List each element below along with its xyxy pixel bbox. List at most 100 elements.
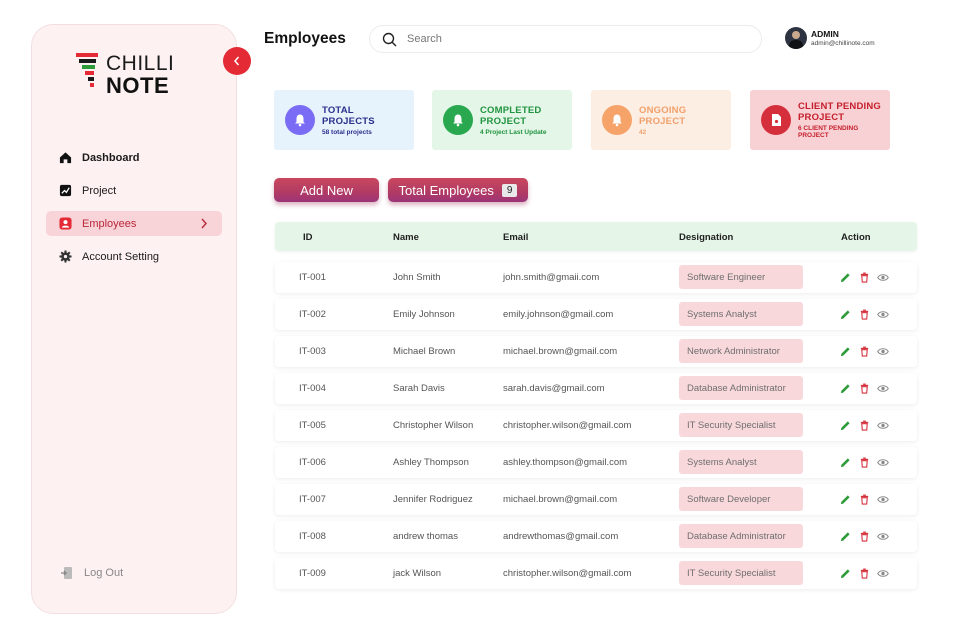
cell-name: andrew thomas bbox=[393, 531, 458, 542]
card-title-line2: PROJECTS bbox=[322, 115, 375, 127]
designation-badge: IT Security Specialist bbox=[679, 561, 803, 585]
edit-icon[interactable] bbox=[839, 345, 851, 357]
brand-line2: NOTE bbox=[106, 73, 170, 98]
designation-badge: Systems Analyst bbox=[679, 302, 803, 326]
delete-icon[interactable] bbox=[858, 382, 870, 394]
table-row[interactable]: IT-006 Ashley Thompson ashley.thompson@gma… bbox=[275, 447, 917, 478]
table-row[interactable]: IT-007 Jennifer Rodriguez michael.brown@gm… bbox=[275, 484, 917, 515]
add-new-button[interactable]: Add New bbox=[274, 178, 379, 202]
collapse-sidebar-button[interactable] bbox=[223, 47, 251, 75]
view-icon[interactable] bbox=[877, 530, 889, 542]
column-header-name: Name bbox=[393, 232, 419, 243]
avatar[interactable] bbox=[785, 27, 807, 49]
sidebar-item-label: Employees bbox=[82, 217, 137, 230]
brand-logo[interactable]: CHILLI NOTE bbox=[76, 53, 186, 99]
cell-id: IT-008 bbox=[299, 531, 326, 542]
row-actions bbox=[839, 493, 896, 505]
sidebar-item-project[interactable]: Project bbox=[46, 178, 222, 203]
row-actions bbox=[839, 567, 896, 579]
delete-icon[interactable] bbox=[858, 493, 870, 505]
sidebar-item-employees[interactable]: Employees bbox=[46, 211, 222, 236]
logo-mark-icon bbox=[76, 53, 98, 87]
card-subtitle: 42 bbox=[639, 128, 647, 136]
stat-card[interactable]: COMPLETED PROJECT 4 Project Last Update bbox=[432, 90, 572, 150]
designation-badge: Software Developer bbox=[679, 487, 803, 511]
stat-card[interactable]: CLIENT PENDING PROJECT 6 CLIENT PENDING PR… bbox=[750, 90, 890, 150]
cell-id: IT-007 bbox=[299, 494, 326, 505]
card-subtitle: 58 total projects bbox=[322, 128, 372, 136]
cell-id: IT-002 bbox=[299, 309, 326, 320]
table-row[interactable]: IT-001 John Smith john.smith@gmaii.com Soft… bbox=[275, 262, 917, 293]
search-bar[interactable] bbox=[369, 25, 762, 53]
view-icon[interactable] bbox=[877, 382, 889, 394]
cell-id: IT-006 bbox=[299, 457, 326, 468]
edit-icon[interactable] bbox=[839, 567, 851, 579]
user-profile[interactable]: ADMIN admin@chillinote.com bbox=[785, 27, 875, 49]
total-employees-count: 9 bbox=[501, 183, 518, 197]
delete-icon[interactable] bbox=[858, 530, 870, 542]
stat-card[interactable]: TOTAL PROJECTS 58 total projects bbox=[274, 90, 414, 150]
delete-icon[interactable] bbox=[858, 419, 870, 431]
delete-icon[interactable] bbox=[858, 308, 870, 320]
logout-button[interactable]: Log Out bbox=[60, 566, 123, 580]
table-row[interactable]: IT-008 andrew thomas andrewthomas@gmail.co… bbox=[275, 521, 917, 552]
table-header: ID Name Email Designation Action bbox=[275, 222, 917, 251]
bell-icon bbox=[285, 105, 315, 135]
delete-icon[interactable] bbox=[858, 271, 870, 283]
column-header-email: Email bbox=[503, 232, 529, 243]
cell-name: jack Wilson bbox=[393, 568, 442, 579]
cell-email: christopher.wilson@gmail.com bbox=[503, 420, 632, 431]
column-header-action: Action bbox=[841, 232, 871, 243]
cell-email: andrewthomas@gmail.com bbox=[503, 531, 619, 542]
view-icon[interactable] bbox=[877, 493, 889, 505]
delete-icon[interactable] bbox=[858, 345, 870, 357]
sidebar: CHILLI NOTE Dashboard Project Employees bbox=[31, 24, 237, 614]
search-input[interactable] bbox=[407, 33, 727, 45]
card-title-line2: PROJECT bbox=[798, 112, 845, 123]
chevron-right-icon bbox=[200, 218, 208, 232]
view-icon[interactable] bbox=[877, 419, 889, 431]
cell-email: michael.brown@gmail.com bbox=[503, 346, 618, 357]
edit-icon[interactable] bbox=[839, 382, 851, 394]
table-row[interactable]: IT-009 jack Wilson christopher.wilson@gmai… bbox=[275, 558, 917, 589]
sidebar-item-account-setting[interactable]: Account Setting bbox=[46, 244, 222, 269]
column-header-designation: Designation bbox=[679, 232, 734, 243]
view-icon[interactable] bbox=[877, 567, 889, 579]
search-icon bbox=[382, 32, 397, 46]
delete-icon[interactable] bbox=[858, 456, 870, 468]
sidebar-item-label: Dashboard bbox=[82, 151, 140, 164]
table-row[interactable]: IT-005 Christopher Wilson christopher.wils… bbox=[275, 410, 917, 441]
stat-card[interactable]: ONGOING PROJECT 42 bbox=[591, 90, 731, 150]
delete-icon[interactable] bbox=[858, 567, 870, 579]
total-employees-button[interactable]: Total Employees 9 bbox=[388, 178, 528, 202]
card-title-line2: PROJECT bbox=[639, 115, 686, 127]
edit-icon[interactable] bbox=[839, 530, 851, 542]
table-row[interactable]: IT-002 Emily Johnson emily.johnson@gmail.c… bbox=[275, 299, 917, 330]
add-new-label: Add New bbox=[300, 182, 353, 198]
page-title: Employees bbox=[264, 30, 346, 47]
view-icon[interactable] bbox=[877, 308, 889, 320]
designation-badge: Software Engineer bbox=[679, 265, 803, 289]
brand-line1: CHILLI bbox=[106, 52, 175, 75]
logout-label: Log Out bbox=[84, 567, 124, 579]
row-actions bbox=[839, 345, 896, 357]
edit-icon[interactable] bbox=[839, 456, 851, 468]
edit-icon[interactable] bbox=[839, 271, 851, 283]
row-actions bbox=[839, 419, 896, 431]
cell-email: sarah.davis@gmail.com bbox=[503, 383, 605, 394]
edit-icon[interactable] bbox=[839, 308, 851, 320]
table-row[interactable]: IT-003 Michael Brown michael.brown@gmail.c… bbox=[275, 336, 917, 367]
view-icon[interactable] bbox=[877, 271, 889, 283]
view-icon[interactable] bbox=[877, 345, 889, 357]
table-row[interactable]: IT-004 Sarah Davis sarah.davis@gmail.com Da… bbox=[275, 373, 917, 404]
logout-icon bbox=[60, 566, 74, 580]
gear-icon bbox=[58, 250, 72, 264]
sidebar-item-dashboard[interactable]: Dashboard bbox=[46, 145, 222, 170]
edit-icon[interactable] bbox=[839, 419, 851, 431]
user-email: admin@chillinote.com bbox=[811, 39, 875, 47]
row-actions bbox=[839, 530, 896, 542]
view-icon[interactable] bbox=[877, 456, 889, 468]
edit-icon[interactable] bbox=[839, 493, 851, 505]
cell-id: IT-004 bbox=[299, 383, 326, 394]
brand-text: CHILLI NOTE bbox=[106, 53, 174, 97]
